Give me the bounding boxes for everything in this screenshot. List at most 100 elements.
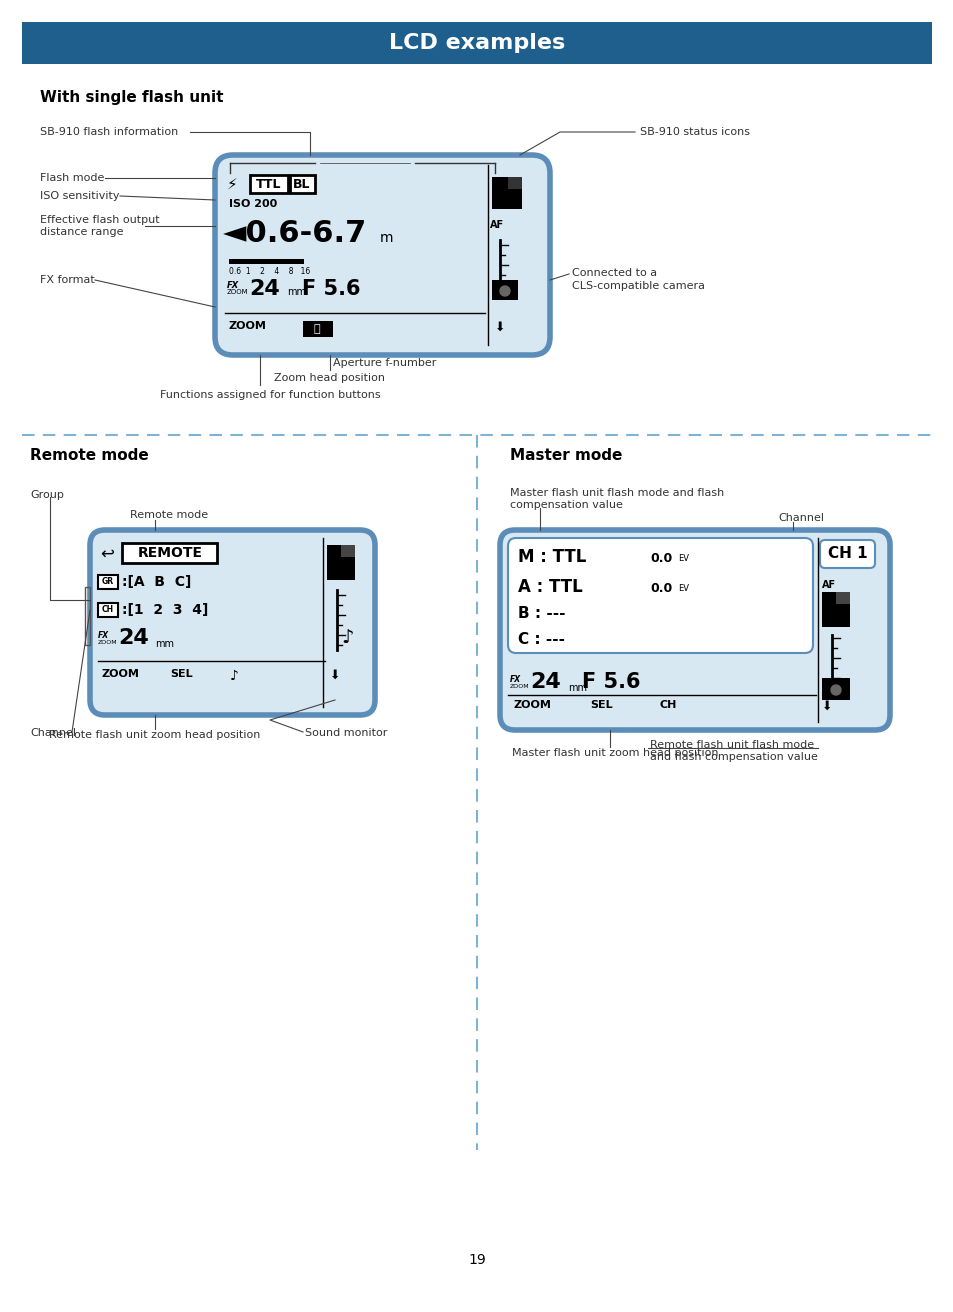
Bar — [340, 544, 355, 558]
Text: Master flash unit zoom head position: Master flash unit zoom head position — [512, 748, 718, 758]
Text: Master flash unit flash mode and flash: Master flash unit flash mode and flash — [510, 488, 723, 499]
Text: Zoom head position: Zoom head position — [274, 373, 385, 383]
Text: mm: mm — [154, 639, 173, 649]
Text: Group: Group — [30, 489, 64, 500]
Text: ⬇: ⬇ — [330, 669, 340, 682]
Bar — [821, 592, 837, 600]
Text: ISO 200: ISO 200 — [229, 199, 277, 209]
Text: AF: AF — [821, 580, 835, 590]
Text: compensation value: compensation value — [510, 500, 622, 510]
Text: ♪: ♪ — [230, 669, 238, 684]
Text: AF: AF — [490, 220, 503, 230]
Text: TTL: TTL — [256, 177, 281, 190]
Text: 0.0: 0.0 — [649, 583, 672, 596]
Text: Channel: Channel — [30, 728, 76, 737]
Text: A : TTL: A : TTL — [517, 579, 582, 596]
Text: ZOOM: ZOOM — [102, 669, 140, 680]
Text: F 5.6: F 5.6 — [302, 279, 360, 299]
Circle shape — [830, 685, 841, 695]
Text: 19: 19 — [468, 1253, 485, 1267]
Text: CH: CH — [102, 606, 114, 614]
Text: SEL: SEL — [170, 669, 193, 680]
Text: 24: 24 — [530, 672, 560, 691]
Text: ZOOM: ZOOM — [229, 321, 267, 331]
Text: Sound monitor: Sound monitor — [305, 728, 387, 737]
Text: With single flash unit: With single flash unit — [40, 91, 223, 105]
Circle shape — [499, 286, 510, 297]
Text: Aperture f-number: Aperture f-number — [333, 358, 436, 367]
FancyBboxPatch shape — [90, 530, 375, 715]
Text: SB-910 flash information: SB-910 flash information — [40, 127, 178, 136]
Text: B : ---: B : --- — [517, 606, 565, 621]
Bar — [98, 575, 118, 589]
Bar — [492, 177, 521, 209]
Text: CH: CH — [659, 701, 677, 710]
Text: FX: FX — [227, 281, 239, 290]
Text: Channel: Channel — [778, 513, 823, 523]
Text: SB-910 status icons: SB-910 status icons — [639, 127, 749, 136]
Text: Remote flash unit zoom head position: Remote flash unit zoom head position — [50, 729, 260, 740]
Text: 0.6  1    2    4    8   16: 0.6 1 2 4 8 16 — [229, 268, 310, 276]
Text: Functions assigned for function buttons: Functions assigned for function buttons — [159, 390, 380, 400]
Text: REMOTE: REMOTE — [137, 546, 202, 560]
Text: ZOOM: ZOOM — [98, 640, 117, 646]
Text: ZOOM: ZOOM — [227, 289, 249, 295]
Text: ⯐: ⯐ — [314, 324, 320, 335]
Text: ♪: ♪ — [340, 628, 354, 647]
Text: EV: EV — [678, 554, 688, 563]
FancyBboxPatch shape — [507, 538, 812, 653]
Text: mm: mm — [287, 287, 306, 297]
Bar — [835, 592, 849, 604]
FancyBboxPatch shape — [214, 155, 550, 356]
Text: ⬇: ⬇ — [821, 701, 832, 712]
Text: 24: 24 — [249, 279, 279, 299]
FancyBboxPatch shape — [499, 530, 889, 729]
Text: ⚡: ⚡ — [227, 177, 237, 192]
Text: :[1  2  3  4]: :[1 2 3 4] — [122, 604, 208, 617]
Text: BL: BL — [293, 177, 311, 190]
Bar — [98, 604, 118, 617]
Text: Remote flash unit flash mode: Remote flash unit flash mode — [649, 740, 813, 750]
Bar — [303, 321, 333, 337]
Bar — [229, 258, 304, 264]
Text: ZOOM: ZOOM — [514, 701, 551, 710]
Text: SEL: SEL — [589, 701, 612, 710]
Text: FX: FX — [510, 674, 520, 684]
Bar — [507, 177, 521, 189]
Bar — [290, 174, 314, 193]
Text: Remote mode: Remote mode — [130, 510, 208, 520]
Bar — [327, 544, 355, 580]
Text: and flash compensation value: and flash compensation value — [649, 752, 817, 762]
Bar — [492, 279, 517, 300]
Text: CH 1: CH 1 — [827, 547, 867, 562]
Text: M : TTL: M : TTL — [517, 548, 586, 565]
Text: Connected to a: Connected to a — [572, 268, 657, 278]
Bar — [250, 174, 288, 193]
Text: ◄0.6-6.7: ◄0.6-6.7 — [223, 219, 367, 248]
Text: ↩: ↩ — [100, 544, 113, 563]
Text: m: m — [379, 231, 393, 245]
Text: FX format: FX format — [40, 276, 94, 285]
Text: EV: EV — [678, 584, 688, 593]
Text: C : ---: C : --- — [517, 632, 564, 647]
Text: 24: 24 — [118, 628, 149, 648]
Text: mm: mm — [567, 684, 586, 693]
FancyBboxPatch shape — [820, 541, 874, 568]
Text: ISO sensitivity: ISO sensitivity — [40, 192, 119, 201]
Text: LCD examples: LCD examples — [389, 33, 564, 52]
Text: ⬇: ⬇ — [495, 321, 505, 335]
Text: Flash mode: Flash mode — [40, 173, 104, 182]
Text: F 5.6: F 5.6 — [581, 672, 639, 691]
Text: :[A  B  C]: :[A B C] — [122, 575, 192, 589]
Bar — [821, 678, 849, 701]
Text: Master mode: Master mode — [510, 447, 621, 463]
Text: GR: GR — [102, 577, 114, 586]
Text: CLS-compatible camera: CLS-compatible camera — [572, 281, 704, 291]
Text: ZOOM: ZOOM — [510, 684, 529, 689]
Bar — [327, 544, 343, 552]
Text: Remote mode: Remote mode — [30, 447, 149, 463]
Text: distance range: distance range — [40, 227, 123, 237]
Bar — [85, 586, 90, 646]
Bar — [821, 592, 849, 627]
Text: Effective flash output: Effective flash output — [40, 215, 159, 224]
